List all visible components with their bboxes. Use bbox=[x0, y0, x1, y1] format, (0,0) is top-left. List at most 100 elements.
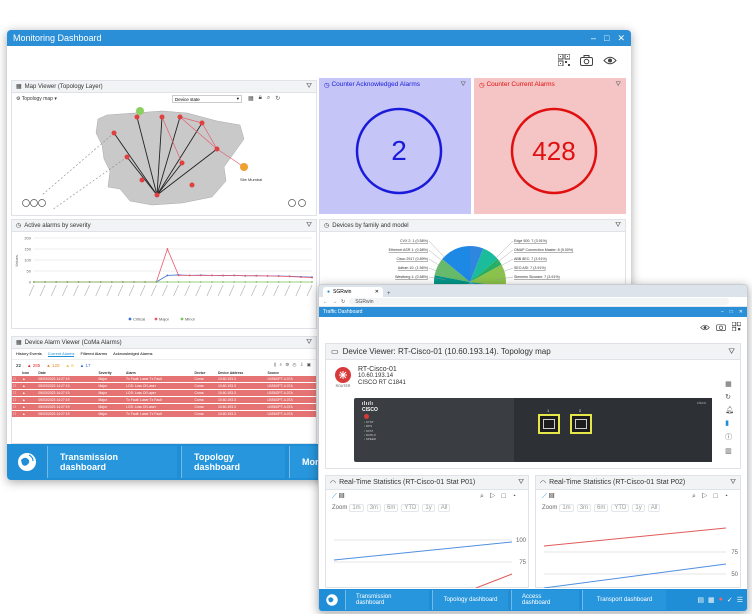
legend-label[interactable]: Critical bbox=[133, 317, 145, 322]
new-tab-icon[interactable]: + bbox=[387, 291, 391, 297]
tab-access-dashboard[interactable]: Access dashboard bbox=[511, 590, 579, 610]
zoom-3m[interactable]: 3m bbox=[576, 504, 592, 512]
filter-icon[interactable]: ⛛ bbox=[306, 221, 312, 229]
zoom-ytd[interactable]: YTD bbox=[401, 504, 420, 512]
tab-acknowledged-alarms[interactable]: Acknowledged Alarms bbox=[113, 351, 153, 356]
stop-icon[interactable]: □ bbox=[501, 493, 512, 500]
bell-icon[interactable]: 🔔︎ bbox=[725, 407, 734, 414]
qr-code-icon[interactable] bbox=[731, 318, 742, 336]
column-header[interactable]: Icon bbox=[22, 371, 30, 375]
port-2[interactable]: 2 bbox=[570, 408, 592, 434]
column-header[interactable]: Device bbox=[194, 371, 206, 375]
search-icon[interactable]: ⌕ bbox=[480, 493, 490, 500]
pie-slice[interactable] bbox=[470, 264, 506, 287]
state-select[interactable]: Device state ▾ bbox=[172, 95, 242, 103]
legend-label[interactable]: Major bbox=[159, 317, 170, 322]
column-header[interactable]: Alarm bbox=[126, 371, 136, 375]
zoom-all[interactable]: All bbox=[647, 504, 661, 512]
refresh-icon[interactable]: ↻ bbox=[725, 394, 731, 401]
url-input[interactable]: SGRwin bbox=[349, 298, 730, 305]
pie-slice[interactable] bbox=[442, 246, 470, 282]
globe-logo-icon[interactable] bbox=[7, 444, 47, 480]
settings-icon[interactable]: ◔ bbox=[723, 493, 734, 500]
column-header[interactable]: Severity bbox=[98, 371, 112, 375]
alert-icon[interactable]: ● bbox=[718, 596, 723, 603]
forward-icon[interactable]: → bbox=[332, 298, 337, 305]
line-chart-icon[interactable]: ⟋ bbox=[332, 493, 337, 500]
alarm-toolbar-icons[interactable]: ⟪ ⌕ ⚙ ◴ ⇩ ▣ bbox=[273, 362, 312, 367]
settings-icon[interactable]: ◔ bbox=[511, 493, 522, 500]
list-icon[interactable]: ☰ bbox=[736, 597, 743, 604]
lock-icon[interactable]: 🔒︎ bbox=[258, 95, 262, 101]
info-icon[interactable]: ⓘ bbox=[725, 434, 733, 441]
close-button[interactable]: ✕ bbox=[738, 309, 743, 315]
zoom-1y[interactable]: 1y bbox=[632, 504, 645, 512]
filter-icon[interactable]: ⛛ bbox=[730, 478, 736, 486]
zoom-ytd[interactable]: YTD bbox=[611, 504, 630, 512]
tab-transmission-dashboard[interactable]: Transmission dashboard bbox=[345, 590, 429, 610]
legend-label[interactable]: Minor bbox=[185, 317, 196, 322]
search-icon[interactable]: ⌕ bbox=[692, 493, 702, 500]
play-icon[interactable]: ▷ bbox=[701, 493, 714, 500]
zoom-6m[interactable]: 6m bbox=[384, 504, 399, 512]
table-icon[interactable]: ▤ bbox=[548, 493, 555, 500]
bar-chart-icon[interactable]: ▮ bbox=[725, 420, 729, 427]
tab-current-alarms[interactable]: Current Alarms bbox=[47, 351, 75, 357]
table-row[interactable]: ☐ ▲ 05/03/2023 14:27:19 Major LOS: Loss Of L… bbox=[12, 382, 316, 390]
filter-icon[interactable]: ⛛ bbox=[460, 81, 466, 88]
zoom-all[interactable]: All bbox=[437, 504, 451, 512]
layers-icon[interactable]: ▤ bbox=[697, 597, 704, 604]
refresh-icon[interactable]: ↻ bbox=[275, 96, 281, 102]
refresh-icon[interactable]: ↻ bbox=[341, 298, 346, 305]
column-header[interactable]: Source bbox=[267, 371, 280, 375]
tab-filtered-alarms[interactable]: Filtered Alarms bbox=[80, 351, 108, 356]
stats-icon[interactable]: ▥ bbox=[725, 448, 732, 455]
tab-transmission-dashboard[interactable]: Transmission dashboard bbox=[47, 446, 177, 478]
table-row[interactable]: ☐ ▲ 05/03/2023 14:27:19 Major Tx Fault: Lase… bbox=[12, 376, 316, 383]
maximize-button[interactable]: □ bbox=[729, 309, 733, 315]
browser-tab[interactable]: ● SGRwin ✕ bbox=[323, 287, 383, 297]
tab-history-events[interactable]: History Events bbox=[16, 351, 42, 356]
filter-icon[interactable]: ⛛ bbox=[306, 338, 312, 346]
zoom-6m[interactable]: 6m bbox=[594, 504, 609, 512]
port-1[interactable]: 1 bbox=[538, 408, 560, 434]
line-chart-icon[interactable]: ⟋ bbox=[542, 493, 547, 500]
qr-code-icon[interactable]: ▦ bbox=[725, 381, 732, 388]
close-button[interactable]: ✕ bbox=[617, 32, 625, 43]
tab-transport-dashboard[interactable]: Transport dashboard bbox=[582, 590, 666, 610]
pie-slice[interactable] bbox=[470, 259, 502, 282]
zoom-1m[interactable]: 1m bbox=[559, 504, 574, 512]
map-canvas[interactable]: Site Mumbai bbox=[12, 105, 318, 215]
play-icon[interactable]: ▷ bbox=[489, 493, 502, 500]
pie-slice[interactable] bbox=[470, 248, 498, 282]
zoom-3m[interactable]: 3m bbox=[366, 504, 382, 512]
back-icon[interactable]: ← bbox=[323, 298, 328, 305]
check-icon[interactable]: ✓ bbox=[726, 597, 733, 604]
camera-icon[interactable] bbox=[580, 54, 593, 66]
eye-icon[interactable] bbox=[700, 318, 710, 336]
filter-icon[interactable]: ⛛ bbox=[306, 82, 312, 90]
qr-code-icon[interactable] bbox=[558, 54, 570, 66]
table-icon[interactable]: ▤ bbox=[338, 493, 345, 500]
grid-icon[interactable]: ▦ bbox=[248, 96, 254, 102]
table-row[interactable]: ☐ ▲ 05/03/2023 14:27:19 Major LOS: Loss Of L… bbox=[12, 389, 316, 397]
maximize-button[interactable]: □ bbox=[604, 32, 610, 43]
globe-logo-icon[interactable] bbox=[319, 593, 345, 607]
pie-slice[interactable] bbox=[434, 259, 470, 282]
column-header[interactable]: Date bbox=[38, 371, 46, 375]
filter-icon[interactable]: ⛛ bbox=[518, 478, 524, 486]
tab-topology-dashboard[interactable]: Topology dashboard bbox=[432, 590, 508, 610]
stack-icon[interactable]: ▦ bbox=[707, 597, 715, 604]
filter-icon[interactable]: ⛛ bbox=[728, 346, 735, 356]
zoom-1y[interactable]: 1y bbox=[422, 504, 435, 512]
table-row[interactable]: ☐ ▲ 05/03/2023 14:27:19 Major LOS: Loss Of L… bbox=[12, 403, 316, 411]
tab-topology-dashboard[interactable]: Topology dashboard bbox=[181, 446, 285, 478]
layer-selector[interactable]: ⚙ Topology map ▾ bbox=[16, 96, 57, 102]
eye-icon[interactable] bbox=[603, 56, 617, 65]
pie-slice[interactable] bbox=[470, 246, 484, 282]
zoom-1m[interactable]: 1m bbox=[349, 504, 364, 512]
column-header[interactable]: Device Address bbox=[217, 371, 244, 375]
minimize-button[interactable]: – bbox=[720, 309, 724, 315]
table-row[interactable]: ☐ ▲ 05/03/2023 14:27:19 Major Tx Fault: Lase… bbox=[12, 396, 316, 404]
router-chassis[interactable]: ılıılı CISCO ▪ SYST ▪ RPS ▪ STAT ▪ DUPLX … bbox=[354, 398, 712, 462]
